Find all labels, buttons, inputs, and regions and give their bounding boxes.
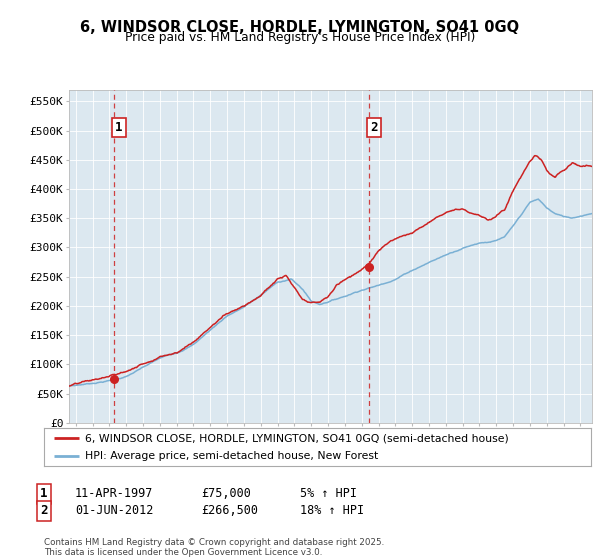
- Text: £75,000: £75,000: [201, 487, 251, 501]
- Text: 11-APR-1997: 11-APR-1997: [75, 487, 154, 501]
- Text: 1: 1: [40, 487, 47, 501]
- Text: 5% ↑ HPI: 5% ↑ HPI: [300, 487, 357, 501]
- Text: Contains HM Land Registry data © Crown copyright and database right 2025.
This d: Contains HM Land Registry data © Crown c…: [44, 538, 384, 557]
- Text: £266,500: £266,500: [201, 504, 258, 517]
- Text: 2: 2: [370, 121, 377, 134]
- Text: Price paid vs. HM Land Registry's House Price Index (HPI): Price paid vs. HM Land Registry's House …: [125, 31, 475, 44]
- Text: 01-JUN-2012: 01-JUN-2012: [75, 504, 154, 517]
- Text: 2: 2: [40, 504, 47, 517]
- Text: 6, WINDSOR CLOSE, HORDLE, LYMINGTON, SO41 0GQ: 6, WINDSOR CLOSE, HORDLE, LYMINGTON, SO4…: [80, 20, 520, 35]
- Text: 18% ↑ HPI: 18% ↑ HPI: [300, 504, 364, 517]
- Text: 1: 1: [115, 121, 123, 134]
- Text: 6, WINDSOR CLOSE, HORDLE, LYMINGTON, SO41 0GQ (semi-detached house): 6, WINDSOR CLOSE, HORDLE, LYMINGTON, SO4…: [85, 433, 509, 443]
- Text: HPI: Average price, semi-detached house, New Forest: HPI: Average price, semi-detached house,…: [85, 451, 378, 461]
